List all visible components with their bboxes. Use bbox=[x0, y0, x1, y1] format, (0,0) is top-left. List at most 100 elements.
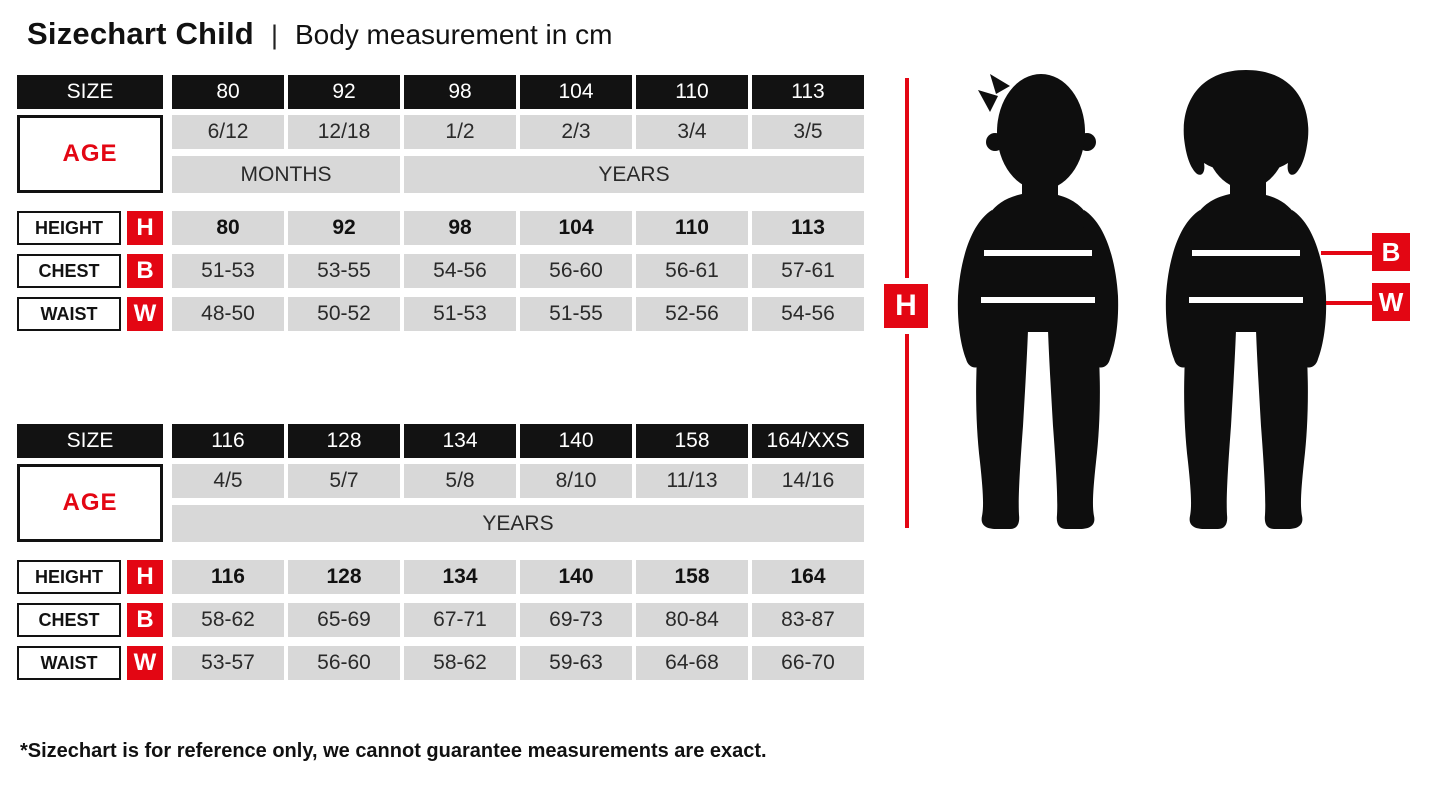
waist-label: WAIST bbox=[17, 297, 121, 331]
size-cell: 98 bbox=[404, 75, 516, 109]
size-row: SIZE 116 128 134 140 158 164/XXS bbox=[17, 424, 864, 458]
waist-cell: 51-53 bbox=[404, 297, 516, 331]
age-cell: 5/8 bbox=[404, 464, 516, 498]
height-cell: 104 bbox=[520, 211, 632, 245]
chest-cell: 65-69 bbox=[288, 603, 400, 637]
chest-cell: 51-53 bbox=[172, 254, 284, 288]
waist-cell: 50-52 bbox=[288, 297, 400, 331]
size-cell: 113 bbox=[752, 75, 864, 109]
chest-marker-badge: B bbox=[1372, 233, 1410, 271]
waist-cell: 53-57 bbox=[172, 646, 284, 680]
age-unit-years: YEARS bbox=[404, 156, 864, 193]
waist-abbr-badge: W bbox=[127, 646, 163, 680]
size-cell: 104 bbox=[520, 75, 632, 109]
girl-silhouette-icon bbox=[1165, 70, 1327, 529]
size-cell: 116 bbox=[172, 424, 284, 458]
height-abbr-badge: H bbox=[127, 560, 163, 594]
waist-marker-badge: W bbox=[1372, 283, 1410, 321]
height-label: HEIGHT bbox=[17, 560, 121, 594]
size-cell: 134 bbox=[404, 424, 516, 458]
height-cell: 158 bbox=[636, 560, 748, 594]
girl-waist-line bbox=[1189, 297, 1303, 303]
chest-label: CHEST bbox=[17, 254, 121, 288]
waist-abbr-badge: W bbox=[127, 297, 163, 331]
chest-cell: 56-61 bbox=[636, 254, 748, 288]
chest-row: CHEST B 58-62 65-69 67-71 69-73 80-84 83… bbox=[17, 603, 864, 637]
chest-cell: 54-56 bbox=[404, 254, 516, 288]
age-cell: 3/5 bbox=[752, 115, 864, 149]
chest-cell: 80-84 bbox=[636, 603, 748, 637]
chest-cell: 53-55 bbox=[288, 254, 400, 288]
height-marker-badge: H bbox=[884, 284, 928, 328]
size-cell: 92 bbox=[288, 75, 400, 109]
page-title: Sizechart Child | Body measurement in cm bbox=[27, 16, 612, 52]
waist-cell: 52-56 bbox=[636, 297, 748, 331]
age-cell: 1/2 bbox=[404, 115, 516, 149]
title-main: Sizechart Child bbox=[27, 16, 254, 51]
size-cell: 140 bbox=[520, 424, 632, 458]
age-cell: 8/10 bbox=[520, 464, 632, 498]
girl-chest-line bbox=[1192, 250, 1300, 256]
waist-row: WAIST W 48-50 50-52 51-53 51-55 52-56 54… bbox=[17, 297, 864, 331]
height-cell: 140 bbox=[520, 560, 632, 594]
height-cell: 80 bbox=[172, 211, 284, 245]
age-values-row: 6/12 12/18 1/2 2/3 3/4 3/5 bbox=[172, 115, 864, 149]
age-cell: 4/5 bbox=[172, 464, 284, 498]
age-cell: 3/4 bbox=[636, 115, 748, 149]
waist-cell: 51-55 bbox=[520, 297, 632, 331]
chest-cell: 57-61 bbox=[752, 254, 864, 288]
chest-cell: 83-87 bbox=[752, 603, 864, 637]
age-values-row: 4/5 5/7 5/8 8/10 11/13 14/16 bbox=[172, 464, 864, 498]
boy-silhouette-icon bbox=[957, 74, 1119, 529]
height-cell: 164 bbox=[752, 560, 864, 594]
age-units-row: MONTHS YEARS bbox=[172, 156, 864, 193]
height-cell: 128 bbox=[288, 560, 400, 594]
waist-cell: 48-50 bbox=[172, 297, 284, 331]
age-cell: 2/3 bbox=[520, 115, 632, 149]
age-cell: 14/16 bbox=[752, 464, 864, 498]
waist-cell: 56-60 bbox=[288, 646, 400, 680]
age-header-label: AGE bbox=[17, 464, 163, 542]
sizechart-table-large: SIZE 116 128 134 140 158 164/XXS AGE 4/5… bbox=[17, 424, 877, 686]
size-row: SIZE 80 92 98 104 110 113 bbox=[17, 75, 864, 109]
waist-label: WAIST bbox=[17, 646, 121, 680]
age-unit-years: YEARS bbox=[172, 505, 864, 542]
waist-cell: 54-56 bbox=[752, 297, 864, 331]
title-separator: | bbox=[270, 20, 278, 50]
chest-cell: 56-60 bbox=[520, 254, 632, 288]
age-header-label: AGE bbox=[17, 115, 163, 193]
height-row: HEIGHT H 80 92 98 104 110 113 bbox=[17, 211, 864, 245]
chest-measure-line bbox=[1321, 251, 1372, 255]
height-cell: 98 bbox=[404, 211, 516, 245]
chest-label: CHEST bbox=[17, 603, 121, 637]
waist-cell: 59-63 bbox=[520, 646, 632, 680]
size-header-label: SIZE bbox=[17, 424, 163, 458]
size-cell: 164/XXS bbox=[752, 424, 864, 458]
chest-cell: 58-62 bbox=[172, 603, 284, 637]
chest-row: CHEST B 51-53 53-55 54-56 56-60 56-61 57… bbox=[17, 254, 864, 288]
size-cell: 80 bbox=[172, 75, 284, 109]
age-cell: 12/18 bbox=[288, 115, 400, 149]
age-cell: 11/13 bbox=[636, 464, 748, 498]
age-cell: 5/7 bbox=[288, 464, 400, 498]
height-cell: 116 bbox=[172, 560, 284, 594]
size-cell: 128 bbox=[288, 424, 400, 458]
boy-chest-line bbox=[984, 250, 1092, 256]
chest-cell: 69-73 bbox=[520, 603, 632, 637]
size-cell: 158 bbox=[636, 424, 748, 458]
waist-cell: 58-62 bbox=[404, 646, 516, 680]
chest-abbr-badge: B bbox=[127, 254, 163, 288]
age-unit-months: MONTHS bbox=[172, 156, 400, 193]
waist-row: WAIST W 53-57 56-60 58-62 59-63 64-68 66… bbox=[17, 646, 864, 680]
age-units-row: YEARS bbox=[172, 505, 864, 542]
chest-cell: 67-71 bbox=[404, 603, 516, 637]
height-cell: 113 bbox=[752, 211, 864, 245]
chest-abbr-badge: B bbox=[127, 603, 163, 637]
height-cell: 110 bbox=[636, 211, 748, 245]
height-cell: 92 bbox=[288, 211, 400, 245]
waist-cell: 64-68 bbox=[636, 646, 748, 680]
sizechart-table-small: SIZE 80 92 98 104 110 113 AGE 6/12 12/18… bbox=[17, 75, 877, 337]
size-header-label: SIZE bbox=[17, 75, 163, 109]
waist-measure-line bbox=[1326, 301, 1372, 305]
